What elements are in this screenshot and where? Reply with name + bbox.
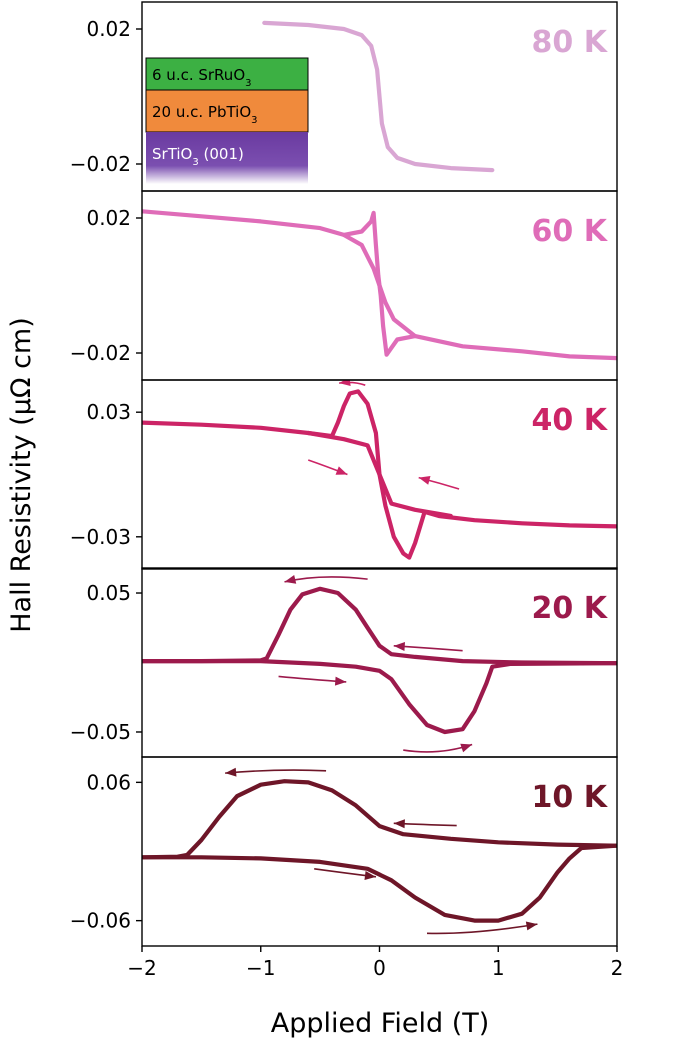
- sweep-arrow: [307, 459, 348, 476]
- y-tick-label: −0.05: [70, 720, 131, 744]
- panel-20k: 0.05 −0.05 20 K: [70, 567, 618, 758]
- x-tick-label: −2: [127, 956, 156, 980]
- y-tick-label: 0.02: [86, 17, 131, 41]
- sweep-arrow: [225, 767, 327, 777]
- y-tick-label: 0.03: [86, 400, 131, 424]
- x-tick-label: 0: [373, 956, 386, 980]
- temperature-label: 80 K: [532, 25, 609, 60]
- substrate-stack-inset: 6 u.c. SrRuO3 20 u.c. PbTiO3 SrTiO3 (001): [145, 57, 309, 184]
- sweep-arrow: [284, 575, 368, 584]
- panel-frame: [141, 379, 618, 570]
- panel-60k: 0.02 −0.02 60 K: [70, 190, 618, 381]
- sweep-arrow: [314, 867, 377, 880]
- y-tick-label: 0.02: [86, 206, 131, 230]
- y-tick-label: −0.02: [70, 152, 131, 176]
- x-tick-label: 1: [492, 956, 505, 980]
- y-tick-label: −0.06: [70, 909, 131, 933]
- x-tick-label: −1: [246, 956, 275, 980]
- sweep-arrow: [339, 380, 366, 386]
- curve-branch-1: [262, 20, 495, 173]
- x-axis-label: Applied Field (T): [271, 1008, 490, 1039]
- x-tick-label: 2: [611, 956, 624, 980]
- y-tick-label: −0.02: [70, 341, 131, 365]
- x-axis: −2 −1 0 1 2: [127, 946, 623, 980]
- sweep-arrow: [393, 819, 457, 829]
- y-axis-label: Hall Resistivity (μΩ cm): [6, 317, 37, 633]
- layer-2: 20 u.c. PbTiO3: [145, 89, 309, 133]
- curve-branch-2: [306, 430, 453, 519]
- sweep-arrow: [418, 475, 460, 490]
- sweep-arrow: [403, 743, 473, 753]
- panel-10k: 0.06 −0.06 10 K: [70, 756, 618, 947]
- curve-branch-2: [341, 210, 418, 357]
- temperature-label: 20 K: [532, 591, 609, 626]
- temperature-label: 40 K: [532, 403, 609, 438]
- curve-branch-2: [142, 843, 617, 923]
- layer-label: 20 u.c. PbTiO3: [152, 103, 258, 126]
- layer-1: 6 u.c. SrRuO3: [145, 57, 309, 91]
- sweep-arrow: [278, 675, 347, 686]
- sweep-arrow: [426, 921, 538, 935]
- layer-label: SrTiO3 (001): [152, 145, 244, 168]
- y-tick-label: 0.06: [86, 770, 131, 794]
- temperature-label: 10 K: [532, 780, 609, 815]
- temperature-label: 60 K: [532, 214, 609, 249]
- y-tick-label: −0.03: [70, 525, 131, 549]
- curve-branch-1: [142, 586, 617, 666]
- curve-branch-2: [142, 659, 617, 735]
- sweep-arrow: [393, 642, 463, 652]
- curve-branch-1: [142, 779, 617, 860]
- panel-40k: 0.03 −0.03 40 K: [70, 379, 618, 570]
- y-tick-label: 0.05: [86, 581, 131, 605]
- layer-3: SrTiO3 (001): [146, 132, 308, 184]
- layer-label: 6 u.c. SrRuO3: [152, 66, 252, 89]
